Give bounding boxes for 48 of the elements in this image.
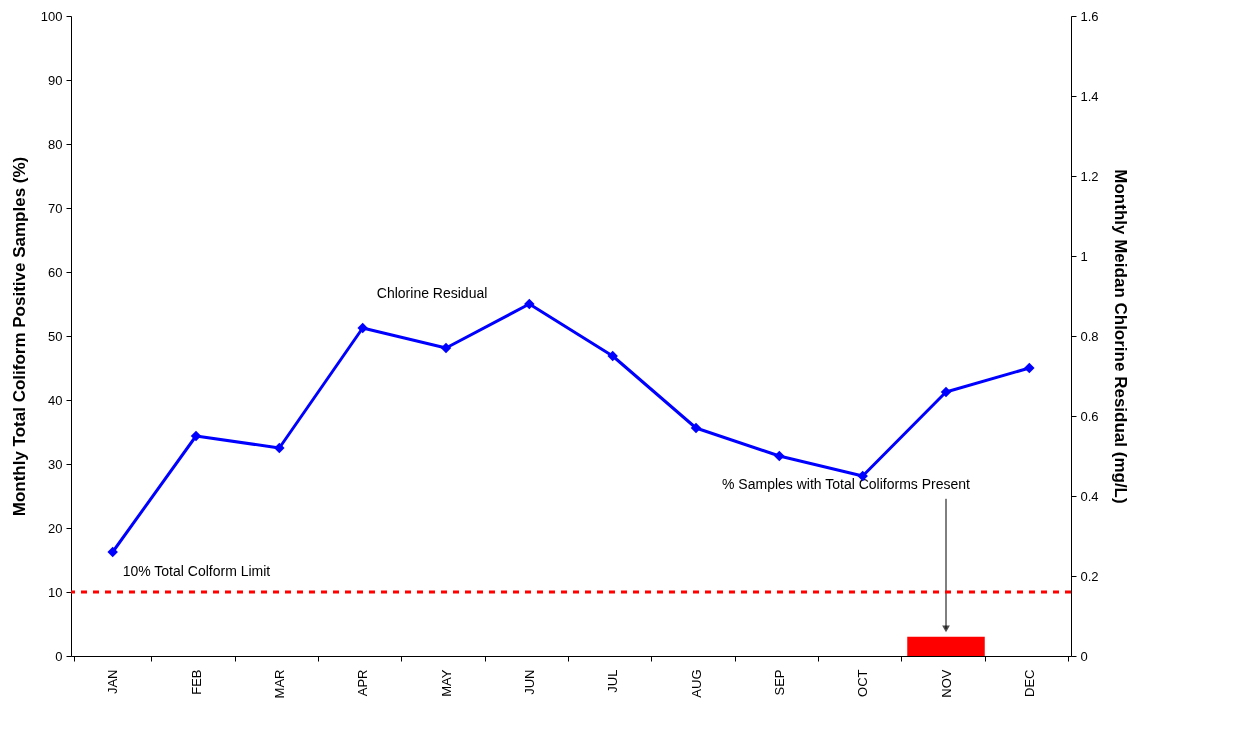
point bbox=[607, 350, 618, 362]
series-label: Chlorine Residual bbox=[376, 285, 488, 301]
y-tick-label: 40 bbox=[48, 392, 63, 408]
x-tick-label: DEC bbox=[1021, 669, 1037, 697]
x-tick-label: MAR bbox=[271, 669, 287, 699]
y2-tick-label: 1.6 bbox=[1080, 8, 1099, 24]
x-tick-label: SEP bbox=[771, 669, 787, 696]
point bbox=[357, 322, 368, 334]
x-tick-label: JUL bbox=[605, 669, 621, 693]
x-tick-label: OCT bbox=[855, 669, 871, 697]
y-tick-label: 100 bbox=[40, 8, 63, 24]
x-tick-label: FEB bbox=[188, 669, 204, 695]
y2-tick-label: 1 bbox=[1080, 248, 1088, 264]
x-tick-label: APR bbox=[355, 669, 371, 697]
x-tick-label: AUG bbox=[688, 669, 704, 698]
y2-tick-label: 0.4 bbox=[1080, 488, 1099, 504]
point bbox=[107, 546, 118, 558]
point bbox=[440, 342, 452, 354]
point bbox=[774, 450, 785, 462]
y2-tick-label: 0.6 bbox=[1080, 408, 1099, 424]
y-tick-label: 0 bbox=[55, 648, 63, 664]
x-tick-label: NOV bbox=[938, 669, 954, 698]
y-tick-label: 80 bbox=[48, 136, 63, 152]
point bbox=[190, 430, 202, 442]
y-tick-label: 90 bbox=[48, 72, 63, 88]
x-tick-label: JAN bbox=[105, 669, 121, 695]
y2-tick-label: 1.2 bbox=[1080, 168, 1099, 184]
y2-tick-label: 1.4 bbox=[1080, 88, 1099, 104]
y-tick-label: 30 bbox=[48, 456, 63, 472]
y2-tick-label: 0.8 bbox=[1080, 328, 1099, 344]
point bbox=[1024, 362, 1035, 374]
y-tick-label: 60 bbox=[48, 264, 63, 280]
point bbox=[690, 422, 702, 434]
y-axis-title: Monthly Total Coliform Positive Samples (%) bbox=[9, 156, 29, 517]
y-tick-label: 20 bbox=[48, 520, 63, 536]
y2-tick-label: 0 bbox=[1080, 648, 1088, 664]
ref-line-label: 10% Total Colform Limit bbox=[122, 563, 271, 579]
text: % Samples with Total Coliforms Present bbox=[722, 475, 971, 492]
x-tick-label: MAY bbox=[438, 669, 454, 697]
y-tick-label: 10 bbox=[48, 584, 63, 600]
point bbox=[524, 298, 535, 310]
y-tick-label: 70 bbox=[48, 200, 63, 216]
y-tick-label: 50 bbox=[48, 328, 63, 344]
x-tick-label: JUN bbox=[521, 669, 537, 695]
point bbox=[274, 442, 285, 454]
y2-tick-label: 0.2 bbox=[1080, 568, 1099, 584]
y2-axis-title: Monthly Meidan Chlorine Residual (mg/L) bbox=[1110, 169, 1130, 504]
point bbox=[940, 386, 952, 398]
